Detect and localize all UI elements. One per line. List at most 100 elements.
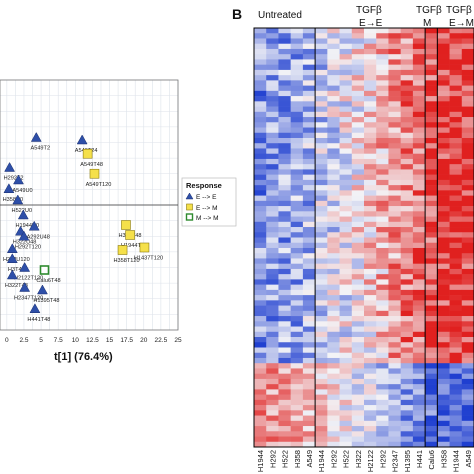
heatmap-cell <box>364 373 377 380</box>
heatmap-cell <box>364 117 377 123</box>
heatmap-cell <box>302 137 316 144</box>
heatmap-cell <box>278 211 291 217</box>
heatmap-cell <box>266 33 279 39</box>
heatmap-cell <box>449 69 463 76</box>
heatmap-cell <box>449 117 463 123</box>
heatmap-cell <box>327 64 340 71</box>
heatmap-cell <box>266 321 279 327</box>
heatmap-cell <box>449 389 463 395</box>
heatmap-cell <box>364 305 377 312</box>
x-tick-label: 5 <box>39 337 43 344</box>
heatmap-cell <box>412 305 426 312</box>
heatmap-cell <box>364 331 377 338</box>
heatmap-cell <box>412 190 426 196</box>
heatmap-cell <box>339 59 353 65</box>
heatmap-cell <box>290 206 304 212</box>
heatmap-cell <box>388 64 401 71</box>
heatmap-cell <box>425 185 438 191</box>
scatter-point-label: H1395T48 <box>33 298 59 304</box>
heatmap-cell <box>376 169 389 175</box>
heatmap-cell <box>266 347 279 354</box>
heatmap-cell <box>339 436 353 443</box>
heatmap-cell <box>302 69 316 76</box>
heatmap-cell <box>290 106 304 113</box>
heatmap-cell <box>364 59 377 65</box>
heatmap-cell <box>376 132 389 139</box>
heatmap-cell <box>351 373 365 380</box>
heatmap-cell <box>315 132 328 139</box>
heatmap-cell <box>437 331 450 338</box>
heatmap-cell <box>461 284 474 291</box>
heatmap-cell <box>302 237 316 244</box>
heatmap-cell <box>388 190 401 196</box>
heatmap-cell <box>376 158 389 165</box>
heatmap-cell <box>437 106 450 113</box>
heatmap-cell <box>339 284 353 291</box>
heatmap-cell <box>302 389 316 395</box>
heatmap-cell <box>339 232 353 238</box>
heatmap-cell <box>388 28 401 34</box>
heatmap-cell <box>437 221 450 228</box>
heatmap-cell <box>278 410 291 416</box>
heatmap-cell <box>266 190 279 196</box>
heatmap-cell <box>376 420 389 427</box>
heatmap-cell <box>302 295 316 301</box>
heatmap-cell <box>290 69 304 76</box>
scatter-point-label: A549T120 <box>86 182 112 188</box>
heatmap-cell <box>400 378 414 385</box>
heatmap-cell <box>425 221 438 228</box>
heatmap-cell <box>449 441 463 448</box>
heatmap-cell <box>388 378 401 385</box>
heatmap-cell <box>461 122 474 128</box>
heatmap-cell <box>388 363 401 369</box>
scatter-point-label: H522U0 <box>12 208 33 214</box>
heatmap-cell <box>376 284 389 291</box>
heatmap-cell <box>412 211 426 217</box>
heatmap-cell <box>339 363 353 369</box>
heatmap-cell <box>437 237 450 244</box>
heatmap-cell <box>400 405 414 411</box>
heatmap-cell <box>376 43 389 50</box>
heatmap-cell <box>364 274 377 280</box>
heatmap-cell <box>315 211 328 217</box>
heatmap-cell <box>266 268 279 275</box>
heatmap-cell <box>412 373 426 380</box>
heatmap-cell <box>302 263 316 270</box>
heatmap-cell <box>376 253 389 259</box>
heatmap-cell <box>351 179 365 186</box>
heatmap-cell <box>376 274 389 280</box>
heatmap-cell <box>425 436 438 443</box>
heatmap-cell <box>449 436 463 443</box>
heatmap-cell <box>364 258 377 264</box>
heatmap-cell <box>412 143 426 149</box>
heatmap-cell <box>266 415 279 422</box>
heatmap-cell <box>266 216 279 223</box>
heatmap-cell <box>254 195 267 202</box>
heatmap-cell <box>364 122 377 128</box>
heatmap-cell <box>425 300 438 306</box>
heatmap-cell <box>315 342 328 348</box>
heatmap-cell <box>351 436 365 443</box>
heatmap-cell <box>461 132 474 139</box>
heatmap-cell <box>290 337 304 343</box>
heatmap-cell <box>278 242 291 249</box>
heatmap-cell <box>449 373 463 380</box>
heatmap-cell <box>412 185 426 191</box>
heatmap-cell <box>449 75 463 81</box>
scatter-point-label: H322U48 <box>13 239 37 245</box>
heatmap-cell <box>449 279 463 285</box>
heatmap-cell <box>412 90 426 97</box>
heatmap-cell <box>327 211 340 217</box>
heatmap-cell <box>461 310 474 317</box>
heatmap-cell <box>327 96 340 102</box>
heatmap-cell <box>254 300 267 306</box>
heatmap-cell <box>461 211 474 217</box>
heatmap-cell <box>327 54 340 60</box>
heatmap-cell <box>351 300 365 306</box>
heatmap-cell <box>302 253 316 259</box>
scatter-point-label: H358U0 <box>3 197 24 203</box>
scatter-point-triangle <box>19 281 31 292</box>
heatmap-cell <box>388 148 401 154</box>
heatmap-cell <box>351 263 365 270</box>
heatmap-cell <box>425 101 438 107</box>
